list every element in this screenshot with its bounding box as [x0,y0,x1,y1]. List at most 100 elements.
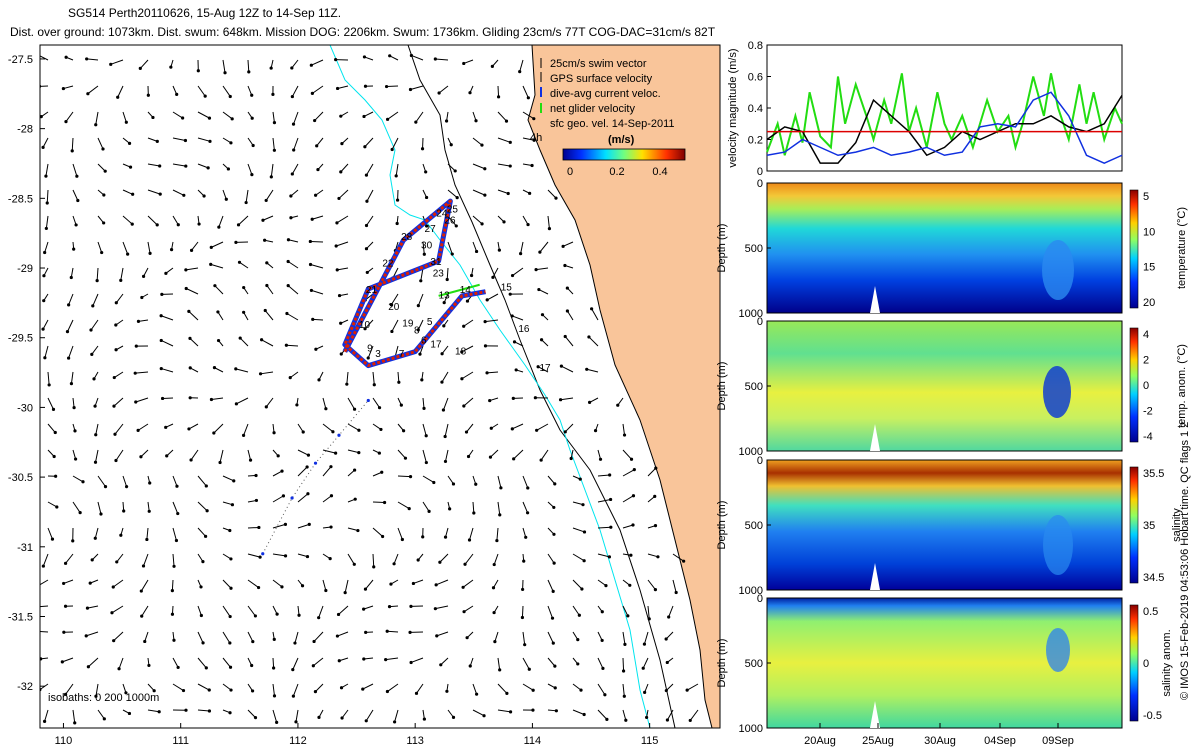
map-vector-head [438,560,442,564]
map-vector-head [531,688,535,692]
map-vector-arrow [135,397,149,403]
map-vector-head [63,692,68,696]
map-vector-arrow [235,368,249,373]
map-vector-head [534,268,538,272]
track-day-label: 10 [359,320,371,331]
map-vector-arrow [247,449,252,461]
map-vector-arrow [47,397,54,410]
map-vector-head [384,657,388,662]
map-vector-head [334,244,338,248]
map-vector-head [90,352,94,356]
map-vector-arrow [91,345,99,355]
map-vector-head [462,404,466,408]
map-vector-head [631,523,635,527]
map-vector-head [365,199,369,203]
date-tick-label: 20Aug [804,735,836,747]
map-vector-head [228,528,232,533]
map-vector-arrow [347,527,359,532]
map-vector-arrow [485,319,499,323]
map-vector-head [483,344,488,348]
transit-point [337,433,341,437]
map-vector-head [419,279,423,283]
map-vector-head [531,708,535,712]
map-vector-head [78,511,82,515]
map-vector-head [559,364,564,368]
map-vector-head [103,485,108,489]
map-vector-arrow [622,657,625,672]
map-vector-arrow [172,683,184,691]
map-vector-arrow [440,657,449,666]
map-vector-head [362,114,366,119]
map-vector-head [653,524,658,528]
vel-ytick-label: 0.6 [748,72,763,84]
map-vector-arrow [239,261,249,269]
map-vector-head [297,613,301,617]
map-vector-arrow [190,449,199,461]
map-vector-arrow [116,553,124,563]
map-vector-arrow [122,475,128,487]
map-vector-arrow [547,631,554,644]
map-vector-head [647,617,651,621]
map-vector-arrow [293,137,299,151]
colorbar-tick-0: 0 [567,166,573,178]
map-vector-head [401,429,406,433]
map-vector-arrow [118,657,124,669]
depth-tick-label: 0 [757,455,763,467]
map-vector-head [272,666,276,670]
map-vector-arrow [95,449,99,463]
chart-subtitle: Dist. over ground: 1073km. Dist. swum: 6… [10,25,716,39]
map-vector-head [482,714,486,718]
map-vector-head [502,220,506,224]
map-vector-arrow [372,527,383,537]
map-vector-arrow [372,371,375,385]
map-vector-arrow [72,397,75,408]
map-vector-arrow [463,59,474,64]
map-vector-head [90,558,94,562]
track-day-label: 26 [444,215,456,226]
map-vector-arrow [512,423,524,430]
track-day-label: 15 [501,282,513,293]
map-vector-head [276,454,280,458]
map-vector-head [314,193,318,197]
map-vector-head [73,721,77,725]
map-vector-head [92,377,96,381]
map-vector-head [565,309,570,313]
map-vector-arrow [315,683,324,692]
map-vector-arrow [172,189,185,196]
map-vector-head [86,92,90,96]
map-vector-arrow [347,423,360,431]
map-vector-arrow [292,657,299,670]
map-vector-head [176,223,180,227]
map-vector-head [187,309,191,313]
map-vector-head [203,94,207,98]
map-vector-head [134,344,138,348]
map-vector-arrow [297,449,309,456]
map-vector-head [309,63,313,67]
map-vector-arrow [112,579,124,588]
map-vector-head [309,288,314,293]
map-vector-head [448,507,452,511]
map-vector-head [95,278,99,283]
map-legend: 25cm/s swim vector GPS surface velocity … [530,58,686,178]
map-vector-arrow [395,163,399,176]
map-vector-head [335,268,339,272]
map-vector-arrow [387,630,399,633]
map-vector-arrow [288,239,299,243]
map-vector-arrow [122,241,129,255]
map-vector-arrow [447,189,458,198]
map-vector-arrow [247,85,253,96]
depth-tick-label: 500 [745,658,763,670]
map-vector-head [203,534,208,538]
map-vector-head [60,660,64,664]
map-vector-arrow [512,267,524,276]
map-vector-head [69,275,73,280]
map-vector-arrow [265,397,274,408]
land-mass [527,45,720,728]
map-vector-head [81,480,85,484]
map-vector-arrow [189,338,199,347]
map-vector-head [565,286,569,290]
map-vector-head [170,589,174,593]
map-vector-arrow [86,58,99,61]
map-vector-head [631,494,636,498]
map-vector-arrow [597,526,611,529]
